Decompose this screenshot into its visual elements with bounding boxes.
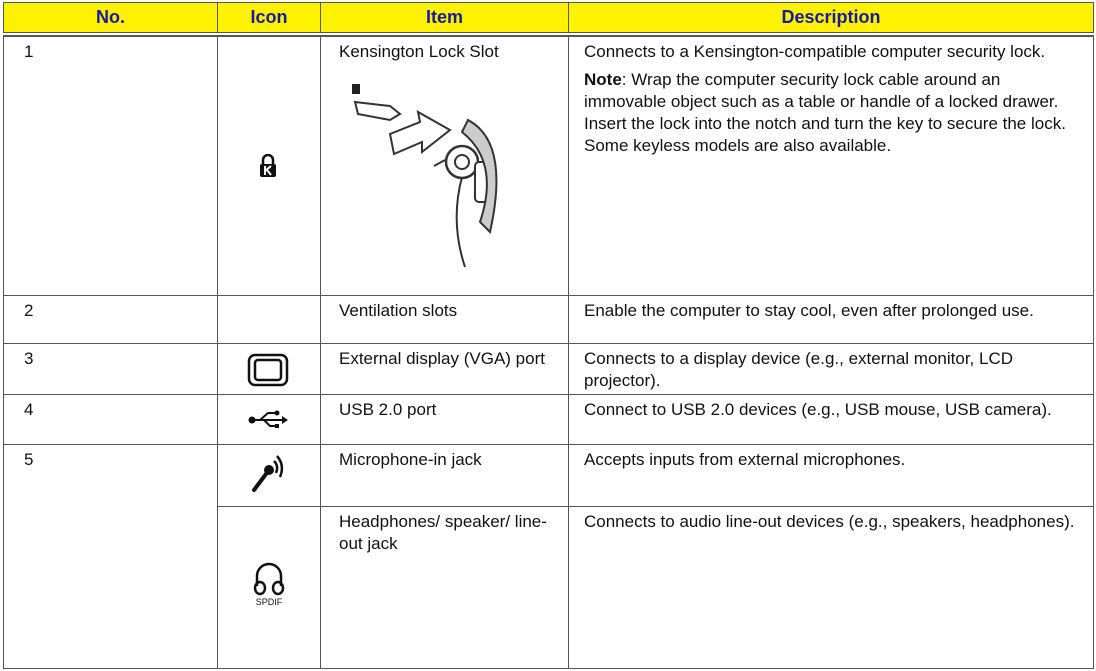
icon-cell bbox=[217, 295, 321, 344]
cell: 1 bbox=[3, 36, 218, 296]
header-cell: No. bbox=[3, 2, 218, 33]
cell: Connect to USB 2.0 devices (e.g., USB mo… bbox=[568, 394, 1094, 445]
cell: Connects to a display device (e.g., exte… bbox=[568, 343, 1094, 395]
cell: 2 bbox=[3, 295, 218, 344]
item-text: Kensington Lock Slot bbox=[339, 42, 499, 61]
cell: USB 2.0 port bbox=[320, 394, 569, 445]
note: Note: Wrap the computer security lock ca… bbox=[584, 69, 1079, 157]
cell: Ventilation slots bbox=[320, 295, 569, 344]
cell: Headphones/ speaker/ line-out jack bbox=[320, 506, 569, 669]
icon-label: SPDIF bbox=[255, 597, 283, 607]
headphones-icon bbox=[253, 562, 285, 596]
header-cell: Description bbox=[568, 2, 1094, 33]
microphone-icon bbox=[252, 455, 284, 492]
usb-icon bbox=[248, 410, 288, 428]
cell: 4 bbox=[3, 394, 218, 445]
header-rule bbox=[3, 35, 1094, 36]
description: Connects to a Kensington-compatible comp… bbox=[584, 42, 1046, 61]
cell: Microphone-in jack bbox=[320, 444, 569, 507]
cell: Enable the computer to stay cool, even a… bbox=[568, 295, 1094, 344]
note-label: Note bbox=[584, 70, 622, 89]
cell: 5 bbox=[3, 444, 218, 669]
cell: 3 bbox=[3, 343, 218, 395]
header-cell: Icon bbox=[217, 2, 321, 33]
cell: Accepts inputs from external microphones… bbox=[568, 444, 1094, 507]
cell: External display (VGA) port bbox=[320, 343, 569, 395]
note-text: : Wrap the computer security lock cable … bbox=[584, 70, 1066, 155]
header-cell: Item bbox=[320, 2, 569, 33]
vga-icon bbox=[247, 353, 289, 387]
kensington-icon bbox=[260, 154, 276, 177]
cell: Connects to a Kensington-compatible comp… bbox=[568, 36, 1094, 296]
cell: Connects to audio line-out devices (e.g.… bbox=[568, 506, 1094, 669]
kensington-illustration bbox=[352, 84, 498, 268]
